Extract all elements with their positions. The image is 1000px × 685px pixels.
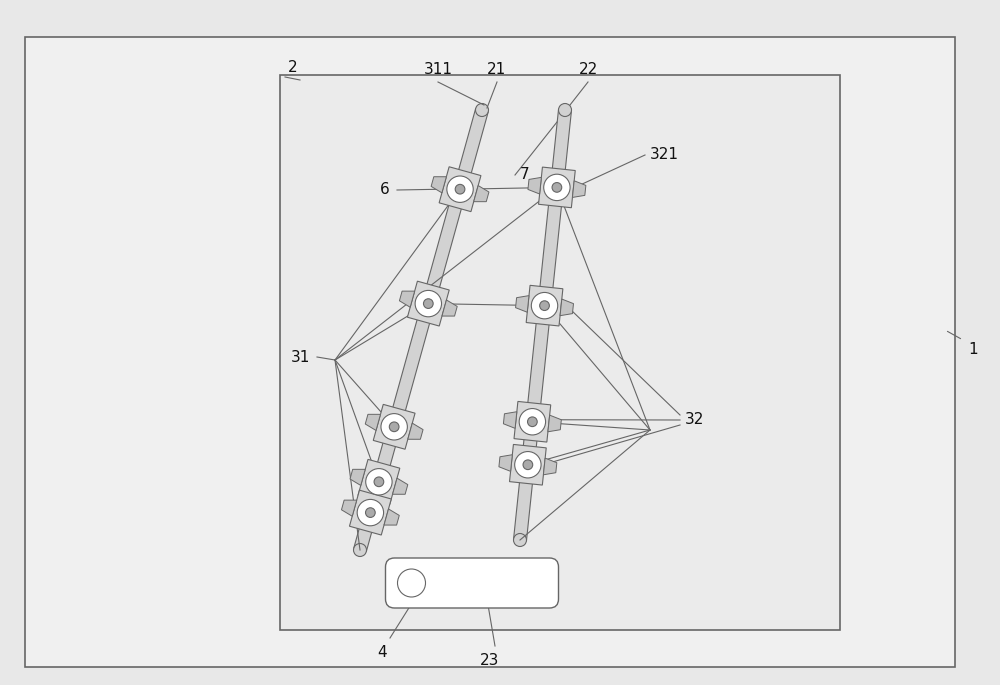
Circle shape: [381, 414, 407, 440]
Polygon shape: [514, 110, 571, 540]
Text: 321: 321: [650, 147, 679, 162]
Polygon shape: [354, 108, 488, 551]
Polygon shape: [350, 469, 365, 486]
Polygon shape: [384, 509, 399, 525]
Polygon shape: [572, 181, 586, 197]
Text: 23: 23: [480, 653, 500, 668]
Circle shape: [540, 301, 549, 310]
Text: 22: 22: [578, 62, 598, 77]
Polygon shape: [499, 455, 512, 471]
Circle shape: [366, 508, 375, 517]
Polygon shape: [393, 478, 408, 495]
Circle shape: [514, 534, 526, 547]
Polygon shape: [539, 167, 575, 208]
Polygon shape: [431, 177, 446, 193]
Polygon shape: [408, 423, 423, 439]
Circle shape: [515, 451, 541, 478]
Text: 4: 4: [377, 645, 387, 660]
Text: 6: 6: [380, 182, 390, 197]
Circle shape: [531, 292, 558, 319]
FancyBboxPatch shape: [386, 558, 558, 608]
Circle shape: [476, 103, 488, 116]
Polygon shape: [543, 458, 557, 475]
Text: 7: 7: [520, 168, 530, 182]
Circle shape: [398, 569, 426, 597]
Circle shape: [455, 184, 465, 194]
Text: 21: 21: [487, 62, 507, 77]
Polygon shape: [503, 412, 517, 428]
Circle shape: [423, 299, 433, 308]
Polygon shape: [516, 296, 529, 312]
Polygon shape: [526, 286, 563, 326]
Polygon shape: [474, 186, 489, 201]
Circle shape: [558, 103, 572, 116]
Polygon shape: [439, 166, 481, 212]
Polygon shape: [528, 177, 541, 194]
Text: 1: 1: [968, 342, 978, 358]
Polygon shape: [349, 490, 391, 535]
Polygon shape: [510, 445, 546, 485]
Text: 31: 31: [291, 349, 310, 364]
Text: 2: 2: [288, 60, 298, 75]
Circle shape: [528, 417, 537, 427]
Circle shape: [357, 499, 384, 526]
Circle shape: [366, 469, 392, 495]
Circle shape: [415, 290, 442, 316]
Bar: [280, 75, 840, 630]
Circle shape: [354, 543, 366, 556]
Polygon shape: [407, 281, 449, 326]
Circle shape: [374, 477, 384, 486]
Polygon shape: [399, 291, 415, 308]
Polygon shape: [365, 414, 380, 430]
Polygon shape: [358, 460, 400, 504]
Circle shape: [447, 176, 473, 202]
Polygon shape: [560, 299, 573, 316]
Circle shape: [552, 183, 562, 192]
Circle shape: [389, 422, 399, 432]
Polygon shape: [442, 300, 457, 316]
Circle shape: [519, 408, 546, 435]
Text: 311: 311: [424, 62, 452, 77]
Polygon shape: [341, 500, 357, 516]
Polygon shape: [514, 401, 551, 442]
Polygon shape: [548, 415, 561, 432]
Circle shape: [523, 460, 533, 470]
Polygon shape: [373, 404, 415, 449]
Circle shape: [544, 174, 570, 201]
Text: 32: 32: [685, 412, 704, 427]
